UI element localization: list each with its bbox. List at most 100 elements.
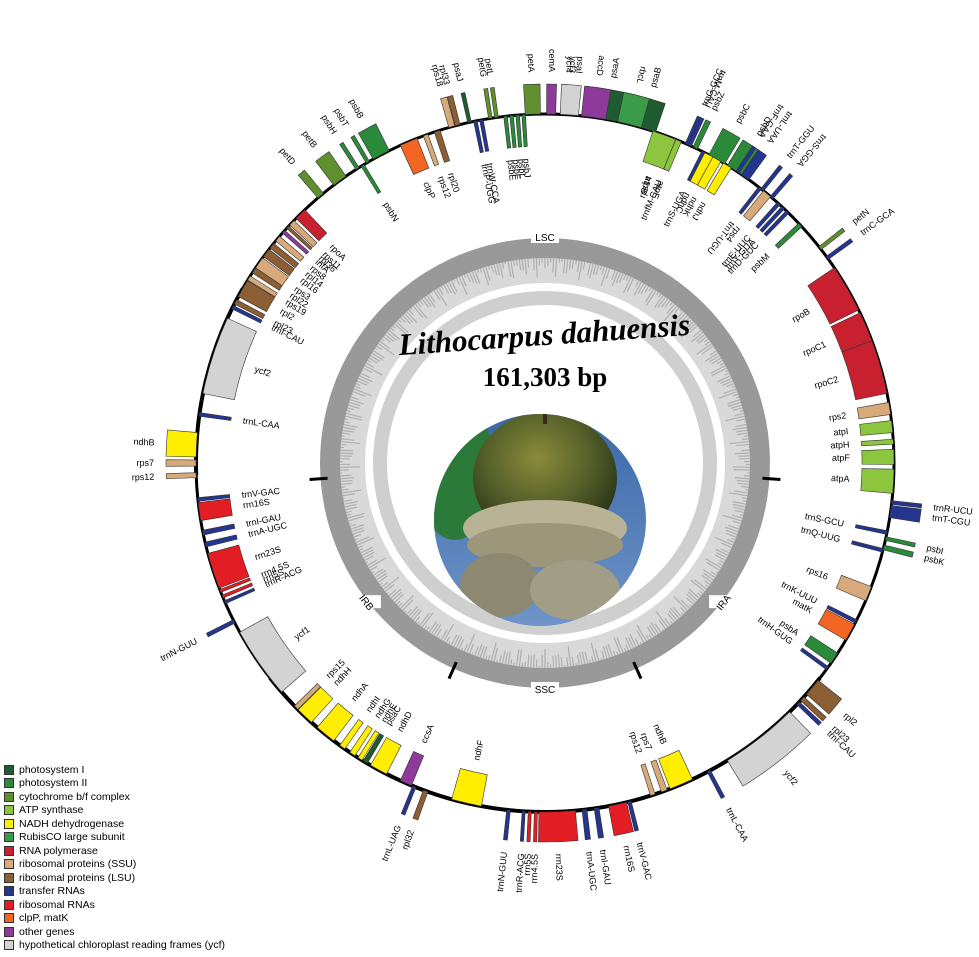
legend-item: ATP synthase [4,804,225,818]
legend-swatch [4,926,14,937]
gene-block-trnK-UUU [826,605,858,624]
legend-label: ATP synthase [19,804,84,817]
legend-label: NADH dehydrogenase [19,817,125,830]
legend-item: photosystem II [4,777,225,791]
gene-label-psbL: psbL [516,159,528,179]
gene-block-rpoB [807,267,860,325]
gene-block-rrn4.5S [533,811,538,843]
gene-label-psaA: psaA [608,57,621,79]
gene-label-petA: petA [526,54,537,73]
gene-block-trnR-ACG [223,587,256,604]
legend-label: transfer RNAs [19,885,85,898]
legend-swatch [4,859,14,870]
gene-label-rbcL: rbcL [635,65,649,84]
region-boundary [632,661,643,680]
gene-block-rrn5S [221,582,254,599]
gene-block-trnR-UCU [891,500,923,509]
gene-label-clpP: clpP [421,180,437,200]
gene-label-psbJ: psbJ [521,158,532,178]
legend-swatch [4,845,14,856]
legend-swatch [4,764,14,775]
gene-block-trnF-GAA [735,145,757,174]
gene-block-ycf2 [726,711,812,787]
gene-block-rps11 [289,220,318,248]
gene-block-trnI-GAU [593,807,604,839]
gene-block-rps7 [165,459,197,467]
gene-block-ndhD [370,737,402,775]
legend-item: cytochrome b/f complex [4,790,225,804]
gene-label-petL: petL [483,58,495,77]
gene-block-ndhB [165,429,198,458]
gene-label-psaJ: psaJ [451,62,465,83]
gene-block-ndhJ [706,162,732,196]
gene-block-psbZ [692,119,711,150]
gene-block-trnH-GUG [800,647,829,671]
gene-block-ndhB [658,749,693,790]
legend-label: RubisCO large subunit [19,831,125,844]
gene-block-ndhI [339,719,364,750]
gene-block-trnN-GUU [206,619,236,638]
region-label-bg [531,230,559,243]
gene-label-rrn16S: rrn16S [621,844,636,873]
gene-block-rps3 [255,257,289,287]
gene-label-trnV-GAC: trnV-GAC [241,486,281,500]
gene-block-rps7 [650,759,668,793]
region-label-0: LSC [535,233,554,244]
gene-block-rrn23S [207,544,250,589]
gene-label-petB: petB [300,129,319,150]
gene-block-trnP-UGG [473,120,484,154]
gene-label-psbN: psbN [381,200,401,223]
gene-block-trnT-UGU [738,186,762,215]
gene-block-rpl33 [447,95,461,127]
gene-label-ycf2: ycf2 [782,768,800,787]
gene-block-ycf1 [239,616,307,693]
gene-label-accD: accD [594,55,607,77]
gene-block-trnA-UGC [204,534,238,548]
legend-item: RNA polymerase [4,844,225,858]
gene-label-ndhB: ndhB [133,436,155,447]
gene-block-rps15 [293,683,321,710]
gene-label-rps12: rps12 [132,472,155,483]
legend-item: other genes [4,925,225,939]
gene-label-psbE: psbE [506,159,518,181]
gene-block-clpP [399,137,430,175]
gene-label-rpl33: rpl33 [437,64,452,86]
gene-label-rpoB: rpoB [790,306,811,324]
legend-label: RNA polymerase [19,844,98,857]
gene-label-ndhB: ndhB [651,722,668,745]
gene-block-psbE [503,115,512,149]
gene-block-petA [523,83,541,115]
gene-label-ccsA: ccsA [419,723,436,745]
gene-label-psaI: psaI [574,56,585,74]
region-label-bg [531,682,559,695]
legend-swatch [4,899,14,910]
gene-block-ndhA [316,702,354,742]
gene-label-psbC: psbC [733,102,752,126]
gene-label-trnV-GAC: trnV-GAC [635,841,654,881]
gene-block-rps12 [422,133,440,167]
legend-swatch [4,805,14,816]
gene-block-rpoC2 [841,340,888,401]
gene-block-rpl36 [286,225,313,251]
gene-label-trnA-UGC: trnA-UGC [584,851,598,892]
gene-label-rps16: rps16 [805,564,830,582]
gene-label-petD: petD [278,146,298,167]
gene-block-rps12 [640,763,656,797]
gene-block-trnT-CGU [889,505,922,523]
region-boundary [762,476,781,481]
gene-block-petD [297,169,324,199]
gene-block-rrn16S [608,801,634,837]
gene-block-atpI [859,420,893,436]
gene-block-trnQ-UUG [851,540,884,553]
gene-block-trnY-GUA [759,206,785,233]
gene-block-trnC-GCA [825,238,854,260]
gene-label-ycf2: ycf2 [253,364,272,379]
legend-item: hypothetical chloroplast reading frames … [4,939,225,953]
legend-label: other genes [19,925,75,938]
legend-item: RubisCO large subunit [4,831,225,845]
gene-block-rps16 [835,574,872,602]
gene-block-rpl32 [412,789,429,821]
gene-block-atpE [663,139,682,172]
gene-block-ycf2 [202,317,257,401]
